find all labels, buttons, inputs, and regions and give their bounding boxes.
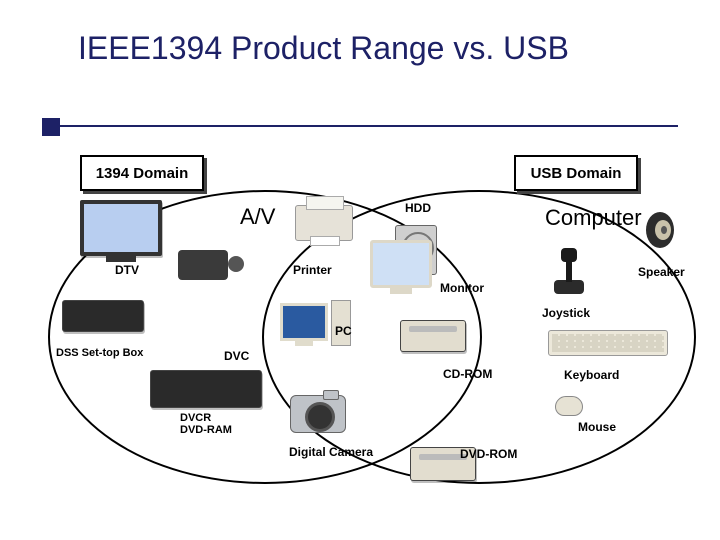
dss-label: DSS Set-top Box <box>56 347 143 359</box>
dtv-icon <box>80 200 162 262</box>
monitor-label: Monitor <box>440 281 484 295</box>
keyboard-icon <box>548 330 668 356</box>
pc-label: PC <box>335 324 352 338</box>
joystick-icon <box>552 248 586 294</box>
dvc-label: DVC <box>224 349 249 363</box>
domain-usb-label: USB Domain <box>531 165 622 182</box>
cdrom-icon <box>400 320 466 352</box>
region-av-label: A/V <box>240 204 275 230</box>
pc-icon <box>280 300 351 346</box>
keyboard-label: Keyboard <box>564 368 619 382</box>
domain-usb-box: USB Domain <box>514 155 638 191</box>
printer-icon <box>295 205 353 241</box>
dvcr-label: DVCR DVD-RAM <box>180 412 232 436</box>
domain-1394-label: 1394 Domain <box>96 165 189 182</box>
dss-icon <box>62 300 144 332</box>
domain-1394-box: 1394 Domain <box>80 155 204 191</box>
title-underline <box>42 125 678 127</box>
dvcr-icon <box>150 370 262 408</box>
dvc-icon <box>178 250 228 280</box>
title-bullet <box>42 118 60 136</box>
hdd-label: HDD <box>405 201 431 215</box>
speaker-label: Speaker <box>638 265 685 279</box>
monitor-icon <box>370 240 432 294</box>
region-computer-label: Computer <box>545 205 642 231</box>
cdrom-label: CD-ROM <box>443 367 492 381</box>
mouse-icon <box>555 396 583 416</box>
mouse-label: Mouse <box>578 420 616 434</box>
dvdrom-label: DVD-ROM <box>460 447 517 461</box>
digital-camera-label: Digital Camera <box>289 445 373 459</box>
digital-camera-icon <box>290 395 346 433</box>
printer-label: Printer <box>293 263 332 277</box>
joystick-label: Joystick <box>542 306 590 320</box>
speaker-icon <box>640 208 684 257</box>
dtv-label: DTV <box>115 263 139 277</box>
page-title: IEEE1394 Product Range vs. USB <box>78 30 569 67</box>
